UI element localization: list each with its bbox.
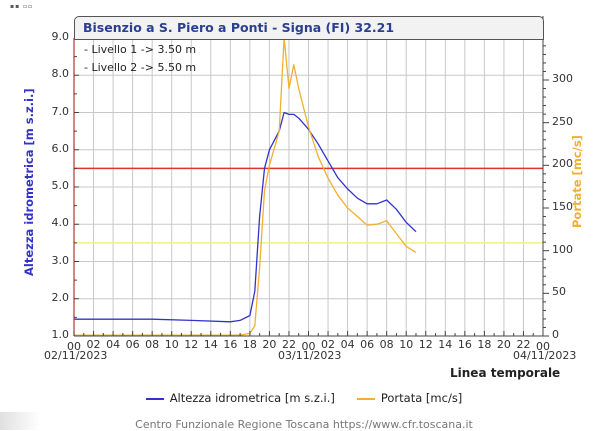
corner-shade: [0, 412, 40, 430]
series-lines: [74, 37, 417, 336]
legend: Altezza idrometrica [m s.z.i.] Portata […: [0, 391, 608, 405]
left-axis-label: Altezza idrometrica [m s.z.i.]: [22, 88, 36, 276]
x-tick-label: 06: [360, 338, 375, 351]
grid-lines: [74, 38, 543, 336]
chart-title: Bisenzio a S. Piero a Ponti - Signa (FI)…: [83, 20, 395, 35]
x-tick-label: 14: [438, 338, 453, 351]
threshold-lines: [74, 167, 543, 244]
right-tick-label: 100: [552, 242, 573, 256]
x-tick-label: 00: [536, 340, 550, 353]
left-tick-label: 1.0: [51, 328, 70, 341]
threshold-2-label: - Livello 2 -> 5.50 m: [84, 61, 197, 74]
left-tick-label: 5.0: [51, 179, 70, 192]
threshold-1-label: - Livello 1 -> 3.50 m: [84, 43, 197, 56]
left-tick-label: 2.0: [51, 290, 70, 304]
right-tick-label: 50: [552, 285, 566, 299]
x-tick-label: 08: [379, 338, 394, 351]
chart-title-box: Bisenzio a S. Piero a Ponti - Signa (FI)…: [74, 16, 544, 40]
x-tick-label: 02: [86, 338, 101, 351]
legend-label-level: Altezza idrometrica [m s.z.i.]: [169, 391, 335, 405]
right-tick-label: 0: [552, 328, 559, 341]
left-tick-label: 6.0: [51, 141, 70, 155]
right-tick-label: 250: [552, 114, 573, 128]
legend-swatch-level: [145, 397, 164, 400]
right-tick-label: 200: [552, 157, 573, 171]
left-tick-label: 4.0: [51, 216, 70, 230]
plot-frame: [73, 16, 549, 337]
corner-glyph: ▪▪ ▫▫: [10, 3, 34, 10]
legend-label-discharge: Portata [mc/s]: [380, 391, 463, 405]
threshold-legend: - Livello 1 -> 3.50 m - Livello 2 -> 5.5…: [84, 41, 196, 77]
x-tick-label: 00: [67, 340, 81, 353]
right-tick-label: 300: [552, 72, 573, 85]
x-tick-label: 02: [321, 338, 336, 351]
legend-item-discharge[interactable]: Portata [mc/s]: [356, 391, 463, 405]
x-tick-label: 00: [301, 340, 316, 353]
x-tick-label: 22: [516, 338, 531, 351]
date-label-mid: 03/11/2023: [278, 349, 342, 362]
date-label-start: 02/11/2023: [44, 349, 108, 362]
x-tick-label: 12: [418, 338, 433, 351]
x-tick-label: 04: [106, 338, 121, 351]
left-tick-label: 8.0: [51, 67, 70, 81]
x-tick-label: 22: [281, 338, 296, 351]
legend-item-level[interactable]: Altezza idrometrica [m s.z.i.]: [145, 391, 335, 405]
left-tick-label: 3.0: [51, 253, 70, 267]
right-axis-label: Portate [mc/s]: [570, 135, 584, 228]
x-tick-label: 08: [145, 338, 160, 351]
x-tick-label: 18: [477, 338, 492, 351]
right-tick-label: 150: [552, 200, 573, 213]
x-axis-label: Linea temporale: [450, 366, 561, 380]
x-tick-label: 12: [184, 338, 199, 351]
left-tick-label: 9.0: [51, 30, 70, 43]
x-tick-label: 16: [223, 338, 238, 351]
x-tick-label: 04: [340, 338, 355, 351]
x-tick-label: 16: [457, 338, 472, 351]
x-tick-label: 14: [203, 338, 218, 351]
left-tick-label: 7.0: [51, 104, 70, 118]
x-tick-label: 18: [242, 338, 257, 351]
x-tick-label: 10: [164, 338, 179, 351]
legend-swatch-discharge: [356, 397, 375, 400]
date-label-end: 04/11/2023: [513, 349, 577, 362]
x-tick-label: 10: [399, 338, 414, 351]
x-tick-label: 06: [125, 338, 140, 351]
x-tick-label: 20: [262, 338, 277, 351]
x-tick-label: 20: [496, 338, 511, 351]
footer-credit: Centro Funzionale Regione Toscana https:…: [135, 418, 473, 431]
